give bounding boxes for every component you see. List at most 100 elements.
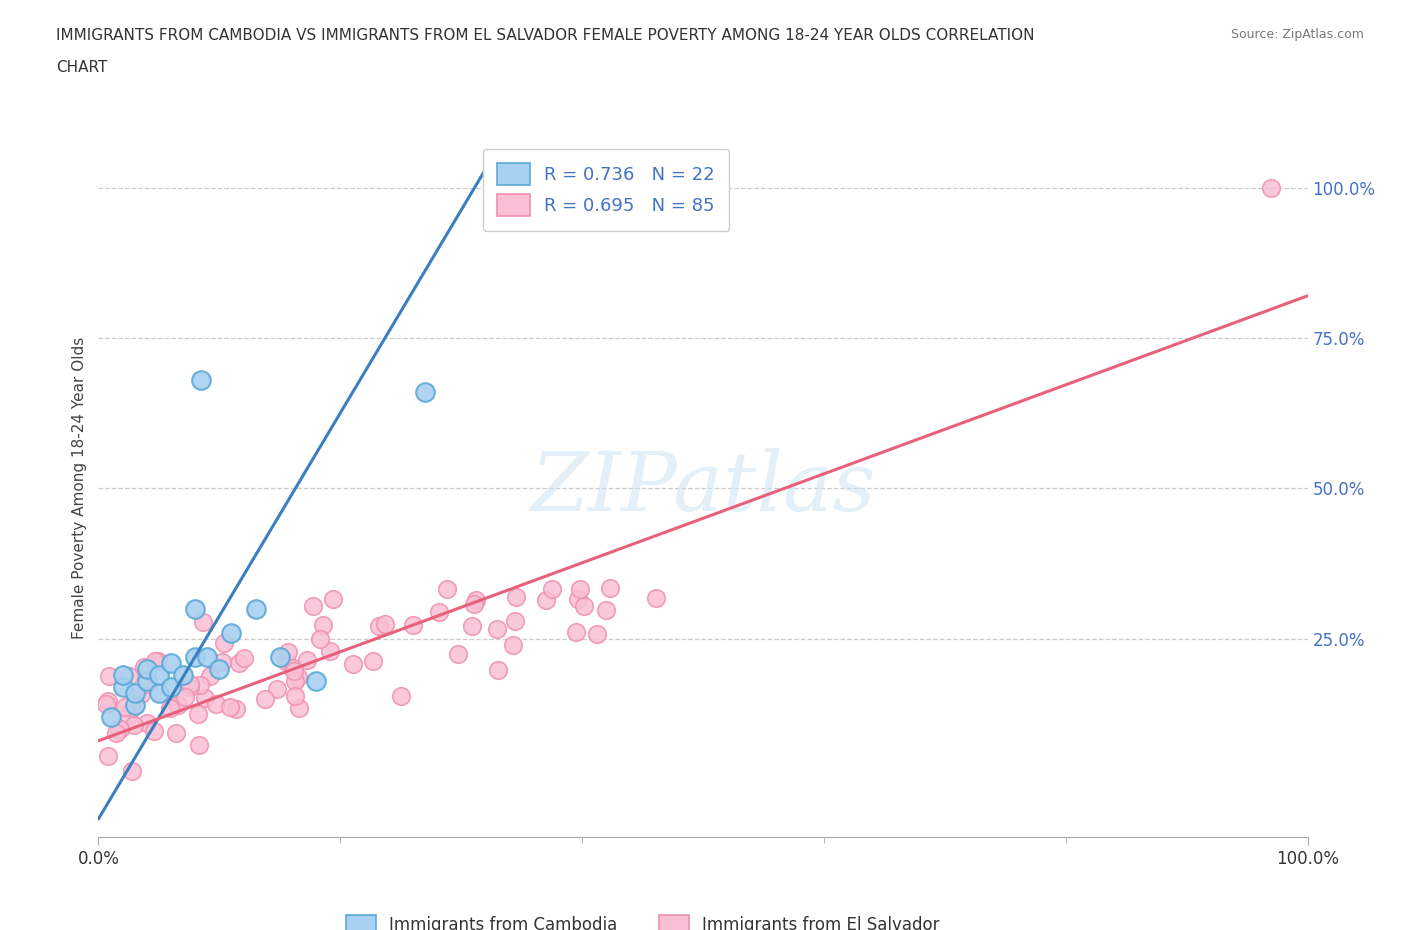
- Point: [179, 680, 201, 695]
- Point: [505, 590, 527, 604]
- Point: [122, 717, 145, 732]
- Point: [204, 697, 226, 711]
- Point: [111, 667, 134, 682]
- Point: [105, 725, 128, 740]
- Point: [536, 592, 558, 607]
- Point: [305, 673, 328, 688]
- Point: [218, 699, 240, 714]
- Point: [160, 656, 183, 671]
- Point: [283, 664, 305, 679]
- Point: [276, 654, 298, 669]
- Point: [121, 764, 143, 778]
- Point: [194, 691, 217, 706]
- Point: [436, 582, 458, 597]
- Point: [266, 682, 288, 697]
- Point: [486, 663, 509, 678]
- Point: [269, 649, 291, 664]
- Point: [187, 706, 209, 721]
- Point: [108, 721, 131, 736]
- Point: [232, 651, 254, 666]
- Point: [135, 716, 157, 731]
- Point: [159, 701, 181, 716]
- Point: [94, 697, 117, 711]
- Point: [132, 659, 155, 674]
- Point: [595, 602, 617, 617]
- Point: [135, 673, 157, 688]
- Point: [645, 591, 668, 605]
- Point: [599, 580, 621, 595]
- Point: [124, 698, 146, 712]
- Point: [121, 700, 143, 715]
- Point: [97, 669, 120, 684]
- Point: [143, 724, 166, 738]
- Point: [208, 661, 231, 676]
- Point: [295, 653, 318, 668]
- Point: [427, 604, 450, 619]
- Point: [198, 669, 221, 684]
- Point: [190, 373, 212, 388]
- Point: [586, 627, 609, 642]
- Point: [254, 691, 277, 706]
- Point: [136, 676, 159, 691]
- Point: [114, 699, 136, 714]
- Point: [228, 656, 250, 671]
- Point: [309, 631, 332, 646]
- Point: [288, 700, 311, 715]
- Point: [446, 646, 468, 661]
- Text: IMMIGRANTS FROM CAMBODIA VS IMMIGRANTS FROM EL SALVADOR FEMALE POVERTY AMONG 18-: IMMIGRANTS FROM CAMBODIA VS IMMIGRANTS F…: [56, 28, 1035, 43]
- Point: [212, 635, 235, 650]
- Point: [193, 615, 215, 630]
- Point: [283, 660, 305, 675]
- Point: [118, 669, 141, 684]
- Point: [124, 685, 146, 700]
- Point: [148, 667, 170, 682]
- Point: [190, 677, 212, 692]
- Legend: Immigrants from Cambodia, Immigrants from El Salvador: Immigrants from Cambodia, Immigrants fro…: [339, 908, 946, 930]
- Point: [97, 749, 120, 764]
- Point: [368, 618, 391, 633]
- Text: CHART: CHART: [56, 60, 108, 75]
- Point: [485, 622, 508, 637]
- Point: [565, 625, 588, 640]
- Point: [184, 649, 207, 664]
- Point: [284, 673, 307, 688]
- Point: [179, 677, 201, 692]
- Point: [461, 618, 484, 633]
- Point: [195, 649, 218, 664]
- Point: [301, 598, 323, 613]
- Point: [117, 709, 139, 724]
- Point: [225, 701, 247, 716]
- Point: [322, 591, 344, 606]
- Point: [284, 689, 307, 704]
- Point: [143, 653, 166, 668]
- Point: [413, 385, 436, 400]
- Point: [540, 581, 562, 596]
- Point: [184, 601, 207, 616]
- Point: [135, 661, 157, 676]
- Point: [465, 593, 488, 608]
- Point: [165, 726, 187, 741]
- Point: [188, 737, 211, 752]
- Point: [319, 644, 342, 658]
- Point: [463, 596, 485, 611]
- Point: [100, 710, 122, 724]
- Point: [108, 722, 131, 737]
- Point: [277, 644, 299, 659]
- Point: [342, 657, 364, 671]
- Point: [245, 601, 267, 616]
- Point: [569, 582, 592, 597]
- Point: [131, 686, 153, 701]
- Point: [167, 698, 190, 712]
- Point: [402, 618, 425, 632]
- Point: [174, 689, 197, 704]
- Point: [287, 670, 309, 684]
- Point: [572, 599, 595, 614]
- Point: [389, 688, 412, 703]
- Point: [211, 655, 233, 670]
- Point: [221, 625, 243, 640]
- Point: [312, 618, 335, 632]
- Text: Source: ZipAtlas.com: Source: ZipAtlas.com: [1230, 28, 1364, 41]
- Text: ZIPatlas: ZIPatlas: [530, 448, 876, 528]
- Point: [160, 679, 183, 694]
- Y-axis label: Female Poverty Among 18-24 Year Olds: Female Poverty Among 18-24 Year Olds: [72, 338, 87, 640]
